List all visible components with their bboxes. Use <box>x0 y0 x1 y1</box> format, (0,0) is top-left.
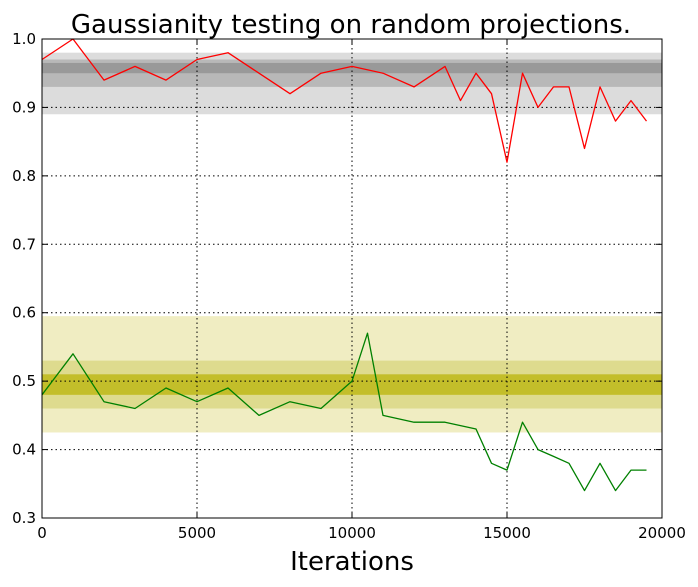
y-tick-label: 0.6 <box>12 304 36 322</box>
x-tick-label: 20000 <box>638 524 686 542</box>
y-tick-label: 0.5 <box>12 372 36 390</box>
x-tick-label: 15000 <box>483 524 531 542</box>
lower-band-inner <box>42 374 662 395</box>
grid <box>42 39 662 518</box>
series-lines <box>41 38 648 492</box>
axis-ticks: 0 5000 10000 15000 20000 0.3 0.4 0.5 0.6 0.7 0.8 0.… <box>12 30 686 542</box>
y-tick-label: 0.4 <box>12 441 36 459</box>
x-tick-label: 0 <box>37 524 47 542</box>
x-tick-label: 5000 <box>178 524 216 542</box>
chart-title: Gaussianity testing on random projection… <box>71 10 631 40</box>
upper-band-inner <box>42 62 662 74</box>
y-tick-label: 1.0 <box>12 30 36 48</box>
y-tick-label: 0.7 <box>12 235 36 253</box>
upper-series-line <box>41 38 648 163</box>
y-tick-label: 0.3 <box>12 509 36 527</box>
lower-series-line <box>41 332 647 492</box>
confidence-bands <box>42 52 662 433</box>
x-axis-label: Iterations <box>290 547 414 577</box>
y-tick-label: 0.9 <box>12 98 36 116</box>
x-tick-label: 10000 <box>328 524 376 542</box>
y-tick-label: 0.8 <box>12 167 36 185</box>
